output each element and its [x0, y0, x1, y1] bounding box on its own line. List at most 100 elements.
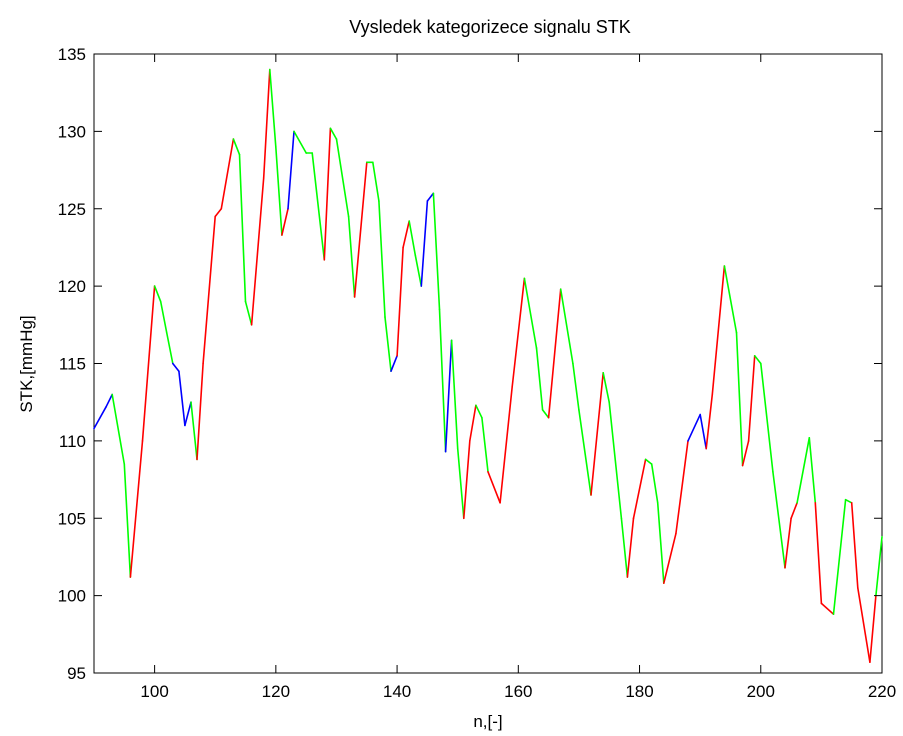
series-lines [93, 68, 883, 664]
series-segment [111, 393, 126, 465]
series-segment [772, 470, 786, 569]
x-tick-label: 140 [383, 682, 411, 701]
series-segment [250, 177, 265, 326]
y-tick-label: 105 [58, 509, 86, 528]
x-tick-label: 180 [625, 682, 653, 701]
series-segment [281, 208, 289, 236]
series-segment [450, 339, 459, 450]
series-segment [268, 68, 277, 148]
series-segment [196, 362, 204, 461]
series-segment [165, 331, 174, 365]
series-segment [711, 265, 726, 396]
series-segment [499, 385, 514, 504]
series-segment [232, 138, 241, 156]
series-segment [784, 517, 792, 569]
x-tick-label: 200 [747, 682, 775, 701]
series-segment [335, 138, 350, 218]
series-segment [844, 498, 853, 504]
series-segment [856, 587, 871, 664]
series-segment [511, 277, 526, 388]
y-tick-label: 135 [58, 45, 86, 64]
series-segment [602, 371, 611, 404]
series-segment [487, 470, 501, 504]
series-segment [456, 447, 465, 520]
chart-title: Vysledek kategorizece signalu STK [349, 17, 630, 37]
series-segment [353, 161, 368, 298]
series-segment [93, 405, 107, 430]
series-segment [541, 409, 550, 419]
series-segment [238, 153, 247, 303]
y-tick-label: 130 [58, 122, 86, 141]
series-segment [444, 339, 453, 453]
series-segment [172, 362, 180, 373]
series-segment [808, 436, 817, 504]
series-segment [796, 436, 811, 504]
series-segment [620, 517, 629, 578]
series-segment [129, 440, 144, 578]
series-segment [293, 130, 308, 154]
y-tick-label: 125 [58, 200, 86, 219]
x-tick-label: 100 [140, 682, 168, 701]
series-segment [644, 458, 653, 465]
series-segment [759, 362, 774, 473]
series-segment [347, 215, 356, 298]
series-segment [244, 300, 253, 326]
series-segment [662, 532, 677, 585]
series-segment [814, 501, 823, 605]
x-ticks: 100 120 140 160 180 200 220 [140, 54, 896, 701]
series-segment [535, 347, 544, 411]
series-segment [790, 501, 798, 520]
series-segment [329, 127, 338, 140]
series-segment [675, 440, 689, 535]
series-segment [202, 215, 216, 365]
series-segment [481, 416, 489, 473]
x-axis-label: n,[-] [473, 712, 502, 731]
series-segment [438, 308, 447, 453]
series-segment [650, 463, 659, 504]
series-segment [723, 265, 738, 334]
series-segment [390, 354, 398, 373]
series-segment [105, 393, 113, 408]
series-segment [626, 517, 635, 578]
series-segment [190, 401, 198, 461]
series-segment [141, 285, 156, 442]
series-segment [741, 440, 750, 467]
series-segment [323, 127, 332, 261]
series-segment [408, 220, 417, 256]
y-ticks: 95 100 105 110 115 120 125 130 135 [58, 45, 882, 683]
series-segment [184, 401, 192, 427]
plot-area: 100 120 140 160 180 200 220 951001051101151201… [58, 45, 897, 701]
series-segment [747, 354, 756, 442]
y-tick-label: 95 [67, 664, 86, 683]
series-segment [705, 393, 714, 450]
series-segment [426, 192, 435, 202]
series-segment [396, 246, 404, 357]
y-tick-label: 110 [59, 432, 86, 451]
series-segment [820, 602, 835, 616]
series-segment [262, 68, 271, 179]
series-segment [656, 501, 665, 585]
series-segment [402, 220, 411, 249]
x-tick-label: 120 [262, 682, 290, 701]
series-segment [559, 288, 574, 365]
series-segment [384, 316, 392, 373]
series-segment [159, 300, 168, 334]
y-tick-label: 100 [58, 587, 86, 606]
series-segment [468, 404, 477, 442]
series-segment [523, 277, 538, 349]
series-segment [850, 501, 859, 589]
axes-box [93, 53, 883, 674]
series-segment [590, 371, 605, 496]
series-segment [699, 413, 708, 450]
x-tick-label: 160 [504, 682, 532, 701]
series-segment [378, 200, 386, 318]
series-segment [420, 200, 429, 287]
series-segment [287, 130, 295, 210]
series-segment [578, 409, 592, 496]
series-segment [735, 331, 744, 467]
series-segment [153, 285, 162, 303]
x-tick-label: 220 [868, 682, 896, 701]
series-segment [414, 254, 423, 287]
series-segment [547, 288, 562, 419]
